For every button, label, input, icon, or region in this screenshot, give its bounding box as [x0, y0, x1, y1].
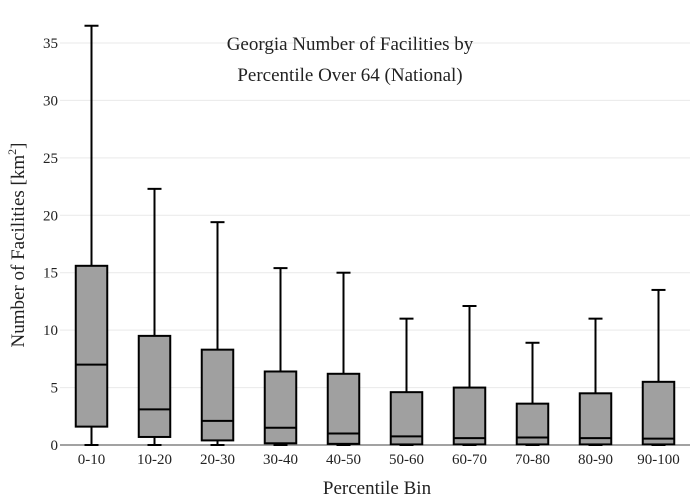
- box-80-90: [578, 317, 613, 446]
- y-axis-title: Number of Facilities [km2]: [5, 143, 29, 348]
- box-0-10: [74, 24, 109, 446]
- grid-layer: [60, 42, 690, 389]
- box-60-70: [452, 305, 487, 446]
- y-tick-label: 10: [43, 323, 58, 339]
- box-10-20: [137, 187, 172, 446]
- iqr-box: [578, 392, 613, 446]
- x-axis-title: Percentile Bin: [323, 478, 432, 499]
- y-tick-label: 15: [43, 266, 58, 282]
- y-tick-label: 5: [51, 381, 59, 397]
- y-axis-title-superscript: 2: [5, 149, 19, 155]
- label-layer: 0 5 10 15 20 25 30 35 0-10 10-20 20-30 30-40 40-50 50…: [43, 36, 680, 468]
- x-tick-label: 40-50: [326, 452, 361, 468]
- iqr-box: [641, 380, 676, 446]
- x-tick-label: 60-70: [452, 452, 487, 468]
- x-tick-label: 80-90: [578, 452, 613, 468]
- iqr-box: [200, 348, 235, 442]
- iqr-box: [74, 264, 109, 428]
- chart-title-line-1: Georgia Number of Facilities by: [227, 34, 474, 55]
- iqr-box: [263, 370, 298, 445]
- x-tick-label: 30-40: [263, 452, 298, 468]
- iqr-box: [452, 386, 487, 446]
- box-layer: [74, 24, 676, 446]
- y-tick-label: 0: [51, 438, 59, 454]
- y-tick-label: 25: [43, 151, 58, 167]
- y-tick-label: 20: [43, 208, 58, 224]
- box-50-60: [389, 317, 424, 446]
- box-70-80: [515, 341, 550, 446]
- iqr-box: [137, 334, 172, 438]
- x-tick-label: 20-30: [200, 452, 235, 468]
- y-axis-title-main: Number of Facilities [km: [8, 155, 29, 348]
- box-20-30: [200, 221, 235, 446]
- box-40-50: [326, 271, 361, 446]
- y-tick-label: 30: [43, 93, 58, 109]
- chart-title-line-2: Percentile Over 64 (National): [237, 65, 462, 86]
- box-30-40: [263, 267, 298, 446]
- y-tick-label: 35: [43, 36, 58, 52]
- iqr-box: [326, 372, 361, 445]
- x-tick-label: 90-100: [637, 452, 680, 468]
- y-axis-title-end: ]: [8, 143, 29, 149]
- x-tick-label: 10-20: [137, 452, 172, 468]
- x-tick-label: 50-60: [389, 452, 424, 468]
- box-90-100: [641, 288, 676, 446]
- x-tick-label: 0-10: [78, 452, 106, 468]
- x-tick-label: 70-80: [515, 452, 550, 468]
